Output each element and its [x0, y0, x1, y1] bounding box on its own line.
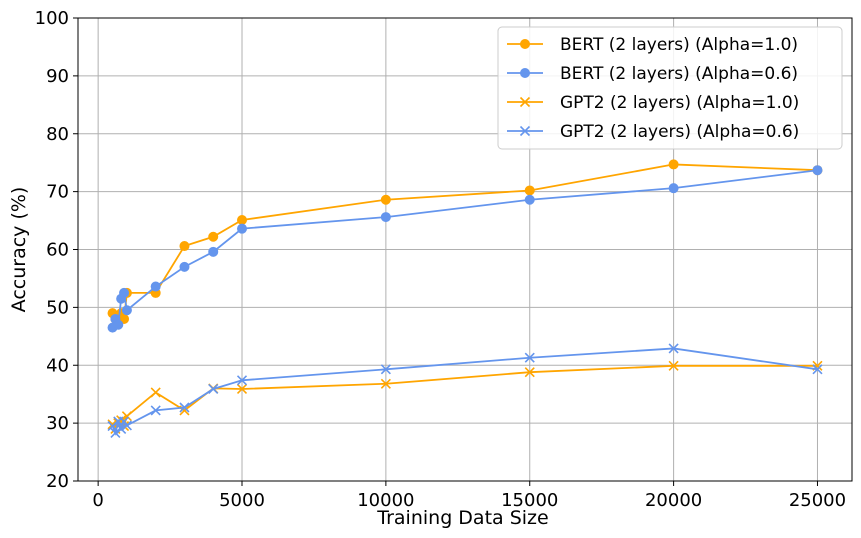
series-2 — [107, 165, 823, 333]
data-point — [150, 405, 161, 416]
series-line — [111, 163, 818, 323]
legend-marker — [520, 68, 530, 78]
series-4 — [107, 343, 823, 439]
data-point — [237, 214, 248, 225]
legend-label: GPT2 (2 layers) (Alpha=1.0) — [560, 93, 799, 113]
y-axis-title: Accuracy (%) — [8, 187, 30, 313]
y-tick-label: 60 — [46, 240, 69, 261]
y-tick-label: 30 — [46, 413, 69, 434]
data-point — [121, 411, 132, 422]
x-tick-label: 15000 — [501, 490, 558, 511]
data-point — [524, 194, 535, 205]
data-point — [179, 241, 190, 252]
data-point — [150, 387, 161, 398]
y-tick-label: 100 — [35, 8, 69, 29]
x-axis-title: Training Data Size — [376, 507, 548, 529]
series-3 — [107, 360, 823, 434]
data-point — [380, 194, 391, 205]
data-point — [812, 364, 823, 375]
x-tick-label: 10000 — [357, 490, 414, 511]
data-point — [812, 165, 823, 176]
data-point — [236, 375, 248, 386]
x-tick-label: 5000 — [219, 490, 265, 511]
data-point — [208, 246, 219, 257]
x-tick-label: 20000 — [645, 490, 702, 511]
legend-label: BERT (2 layers) (Alpha=0.6) — [560, 64, 798, 84]
legend-item: BERT (2 layers) (Alpha=1.0) — [507, 35, 798, 55]
data-point — [119, 287, 130, 298]
y-tick-label: 40 — [46, 355, 69, 376]
data-point — [208, 383, 219, 395]
series-1 — [107, 159, 823, 324]
y-tick-label: 20 — [46, 471, 69, 492]
y-tick-label: 90 — [46, 66, 69, 87]
legend-item: GPT2 (2 layers) (Alpha=0.6) — [507, 122, 799, 142]
tick-layer: 0 5000 10000 15000 20000 25000 20 30 40 50 60 70 80 9… — [35, 8, 846, 511]
x-tick-label: 25000 — [789, 490, 846, 511]
y-tick-label: 50 — [46, 297, 69, 318]
data-point — [179, 261, 190, 272]
legend-marker — [519, 125, 531, 137]
data-point — [668, 343, 679, 354]
data-point — [524, 185, 535, 196]
data-point — [150, 281, 161, 292]
data-point — [121, 420, 132, 431]
data-point — [113, 319, 124, 330]
legend-item: BERT (2 layers) (Alpha=0.6) — [507, 64, 798, 84]
legend: BERT (2 layers) (Alpha=1.0) BERT (2 layer… — [497, 26, 843, 150]
data-point — [524, 367, 535, 378]
series-line — [111, 347, 818, 436]
data-point — [179, 402, 190, 413]
y-tick-label: 80 — [46, 124, 69, 145]
data-point — [380, 212, 391, 223]
legend-marker — [519, 96, 531, 108]
legend-item: GPT2 (2 layers) (Alpha=1.0) — [507, 93, 799, 113]
data-point — [110, 427, 121, 439]
data-point — [116, 423, 127, 434]
data-point — [121, 305, 132, 316]
legend-box — [497, 26, 843, 150]
data-point — [668, 159, 679, 170]
data-point — [236, 383, 248, 395]
data-point — [380, 364, 391, 375]
data-point — [208, 231, 219, 242]
data-point — [668, 360, 679, 371]
data-point — [524, 352, 535, 363]
data-point — [380, 378, 391, 389]
y-tick-label: 70 — [46, 182, 69, 203]
series-line — [111, 364, 818, 431]
data-point — [668, 183, 679, 194]
legend-marker — [520, 39, 530, 49]
data-point — [237, 223, 248, 234]
x-tick-label: 0 — [92, 490, 103, 511]
legend-label: GPT2 (2 layers) (Alpha=0.6) — [560, 122, 799, 142]
series-layer — [107, 159, 823, 439]
legend-label: BERT (2 layers) (Alpha=1.0) — [560, 35, 798, 55]
